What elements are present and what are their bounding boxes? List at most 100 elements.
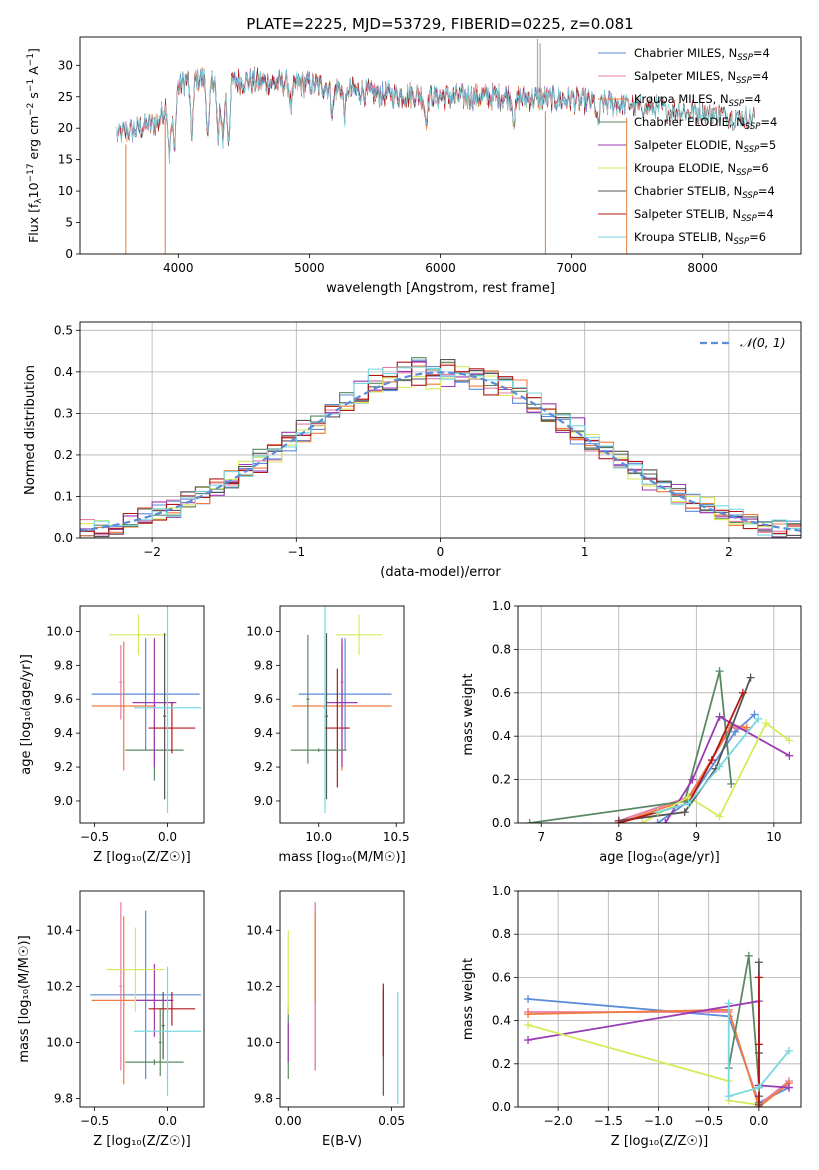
x-tick-label: 0 bbox=[437, 545, 445, 559]
y-tick-label: 0.0 bbox=[492, 1100, 511, 1114]
weight-vs-metallicity-panel: −2.0 −1.5 −1.0 −0.5 0.0 0.0 0.2 0.4 0.6 0.8 1.0 Z [… bbox=[461, 884, 802, 1149]
legend-label-sub: SSP bbox=[736, 76, 752, 86]
normal-distribution-curve bbox=[80, 371, 801, 532]
y-tick-label: 10.4 bbox=[246, 923, 273, 937]
weight-line-kroupa-miles bbox=[527, 1008, 790, 1107]
y-axis-label: mass weight bbox=[461, 673, 476, 755]
plot-area bbox=[525, 667, 794, 823]
x-tick-label: 9 bbox=[693, 830, 701, 844]
y-tick-label: 0.2 bbox=[492, 1057, 511, 1071]
legend-label-name: Chabrier MILES, N bbox=[634, 46, 737, 60]
x-tick-label: 0.0 bbox=[158, 1114, 177, 1128]
y-axis-label-part: A bbox=[26, 66, 41, 79]
x-tick-label: −1.0 bbox=[644, 1114, 673, 1128]
y-tick-label: 10.0 bbox=[246, 1035, 273, 1049]
legend-label: Salpeter MILES, NSSP=4 bbox=[634, 69, 769, 86]
x-tick-label: 0.05 bbox=[378, 1114, 405, 1128]
x-tick-label: 0.00 bbox=[275, 1114, 302, 1128]
axes-frame bbox=[279, 605, 405, 824]
weight-vs-age-panel: 7 8 9 10 0.0 0.2 0.4 0.6 0.8 1.0 age [log₁₀(age/yr… bbox=[461, 599, 802, 865]
y-axis-label: mass [log₁₀(M/M☉)] bbox=[17, 935, 32, 1062]
y-tick-label: 0.4 bbox=[54, 365, 73, 379]
y-tick-label: 0.8 bbox=[492, 642, 511, 656]
y-tick-label: 10.2 bbox=[46, 979, 73, 993]
axes-frame bbox=[79, 890, 205, 1108]
legend-label: Chabrier MILES, NSSP=4 bbox=[634, 46, 770, 63]
legend-label: Chabrier STELIB, NSSP=4 bbox=[634, 184, 775, 201]
y-tick-label: 10.4 bbox=[46, 923, 73, 937]
legend-label-suffix: =4 bbox=[744, 92, 761, 106]
y-tick-label: 9.0 bbox=[254, 794, 273, 808]
legend-label-sub: SSP bbox=[742, 191, 758, 201]
y-tick-label: 0.1 bbox=[54, 489, 73, 503]
legend-label-sub: SSP bbox=[736, 168, 752, 178]
y-tick-label: 9.6 bbox=[254, 692, 273, 706]
legend-label-name: Chabrier STELIB, N bbox=[634, 184, 742, 198]
mass-vs-metallicity-panel: −0.5 0.0 9.8 10.0 10.2 10.4 Z [log₁₀(Z/Z☉)] mas… bbox=[17, 890, 205, 1149]
x-tick-label: −2 bbox=[143, 545, 161, 559]
legend-label-suffix: =4 bbox=[752, 69, 769, 83]
axes-frame bbox=[79, 605, 205, 824]
x-tick-label: 6000 bbox=[425, 261, 456, 275]
legend-label-suffix: =4 bbox=[758, 184, 775, 198]
plot-area bbox=[91, 606, 202, 813]
x-tick-label: 7 bbox=[537, 830, 545, 844]
plot-area bbox=[290, 606, 392, 813]
legend-label: Kroupa MILES, NSSP=4 bbox=[634, 92, 761, 109]
residual-histogram-kroupa-stelib bbox=[80, 366, 801, 536]
residuals-panel: −2 −1 0 1 2 0.0 0.1 0.2 0.3 0.4 0.5 (data-model)/er… bbox=[23, 321, 802, 580]
legend-label-name: Kroupa ELODIE, N bbox=[634, 161, 736, 175]
legend-label: Salpeter ELODIE, NSSP=5 bbox=[634, 138, 776, 155]
y-axis-label-part: λ bbox=[34, 198, 44, 204]
legend-label-suffix: =6 bbox=[752, 161, 769, 175]
x-tick-label: −1.5 bbox=[594, 1114, 623, 1128]
legend-label-suffix: =4 bbox=[757, 207, 774, 221]
x-tick-label: 7000 bbox=[556, 261, 587, 275]
x-axis-label: Z [log₁₀(Z/Z☉)] bbox=[93, 850, 190, 865]
y-tick-label: 20 bbox=[58, 121, 73, 135]
legend-label: Kroupa ELODIE, NSSP=6 bbox=[634, 161, 769, 178]
x-tick-label: 0.0 bbox=[749, 1114, 768, 1128]
x-tick-label: 10 bbox=[766, 830, 781, 844]
x-tick-label: −2.0 bbox=[544, 1114, 573, 1128]
x-tick-label: 4000 bbox=[163, 261, 194, 275]
y-tick-label: 9.4 bbox=[254, 726, 273, 740]
x-tick-label: −0.5 bbox=[80, 830, 109, 844]
weight-line-kroupa-stelib bbox=[657, 718, 760, 813]
y-tick-label: 9.4 bbox=[54, 726, 73, 740]
y-tick-label: 10 bbox=[58, 184, 73, 198]
legend-label-name: Salpeter MILES, N bbox=[634, 69, 736, 83]
weight-line-kroupa-stelib bbox=[727, 1003, 790, 1098]
legend-label-suffix: =4 bbox=[760, 115, 777, 129]
age-vs-metallicity-panel: −0.5 0.0 9.0 9.2 9.4 9.6 9.8 10.0 Z [log₁₀(Z/Z☉)… bbox=[19, 605, 205, 865]
legend-label-name: Kroupa MILES, N bbox=[634, 92, 729, 106]
y-tick-label: 0.5 bbox=[54, 323, 73, 337]
legend-label-suffix: =5 bbox=[759, 138, 776, 152]
legend-label: 𝒩(0, 1) bbox=[740, 335, 786, 350]
x-axis-label: E(B-V) bbox=[322, 1134, 362, 1149]
spectrum-panel: 4000 5000 6000 7000 8000 0 5 10 15 20 25 30 waveleng… bbox=[26, 36, 802, 296]
y-axis-label-part: erg cm bbox=[26, 116, 41, 164]
y-tick-label: 0 bbox=[65, 247, 73, 261]
y-tick-label: 0.2 bbox=[492, 773, 511, 787]
weight-line-chabrier-elodie bbox=[529, 670, 733, 823]
x-axis-label: Z [log₁₀(Z/Z☉)] bbox=[93, 1134, 190, 1149]
y-tick-label: 10.0 bbox=[246, 624, 273, 638]
y-tick-label: 0.0 bbox=[492, 816, 511, 830]
y-axis-label-part: Flux [f bbox=[26, 203, 41, 243]
y-axis-label-part: s bbox=[26, 92, 41, 103]
x-tick-label: 0.0 bbox=[158, 830, 177, 844]
y-tick-label: 9.6 bbox=[54, 692, 73, 706]
plot-area bbox=[524, 951, 793, 1107]
y-tick-label: 9.8 bbox=[54, 1092, 73, 1106]
plot-area bbox=[287, 902, 399, 1105]
y-axis-label-part: 10 bbox=[26, 182, 41, 198]
legend-label: Chabrier ELODIE, NSSP=4 bbox=[634, 115, 777, 132]
x-axis-label: age [log₁₀(age/yr)] bbox=[599, 850, 720, 865]
x-tick-label: 8000 bbox=[687, 261, 718, 275]
y-tick-label: 0.0 bbox=[54, 531, 73, 545]
y-axis-label: Flux [fλ10−17 erg cm−2 s−1 A−1] bbox=[26, 48, 44, 243]
y-tick-label: 0.4 bbox=[492, 729, 511, 743]
axes-frame bbox=[517, 605, 802, 824]
